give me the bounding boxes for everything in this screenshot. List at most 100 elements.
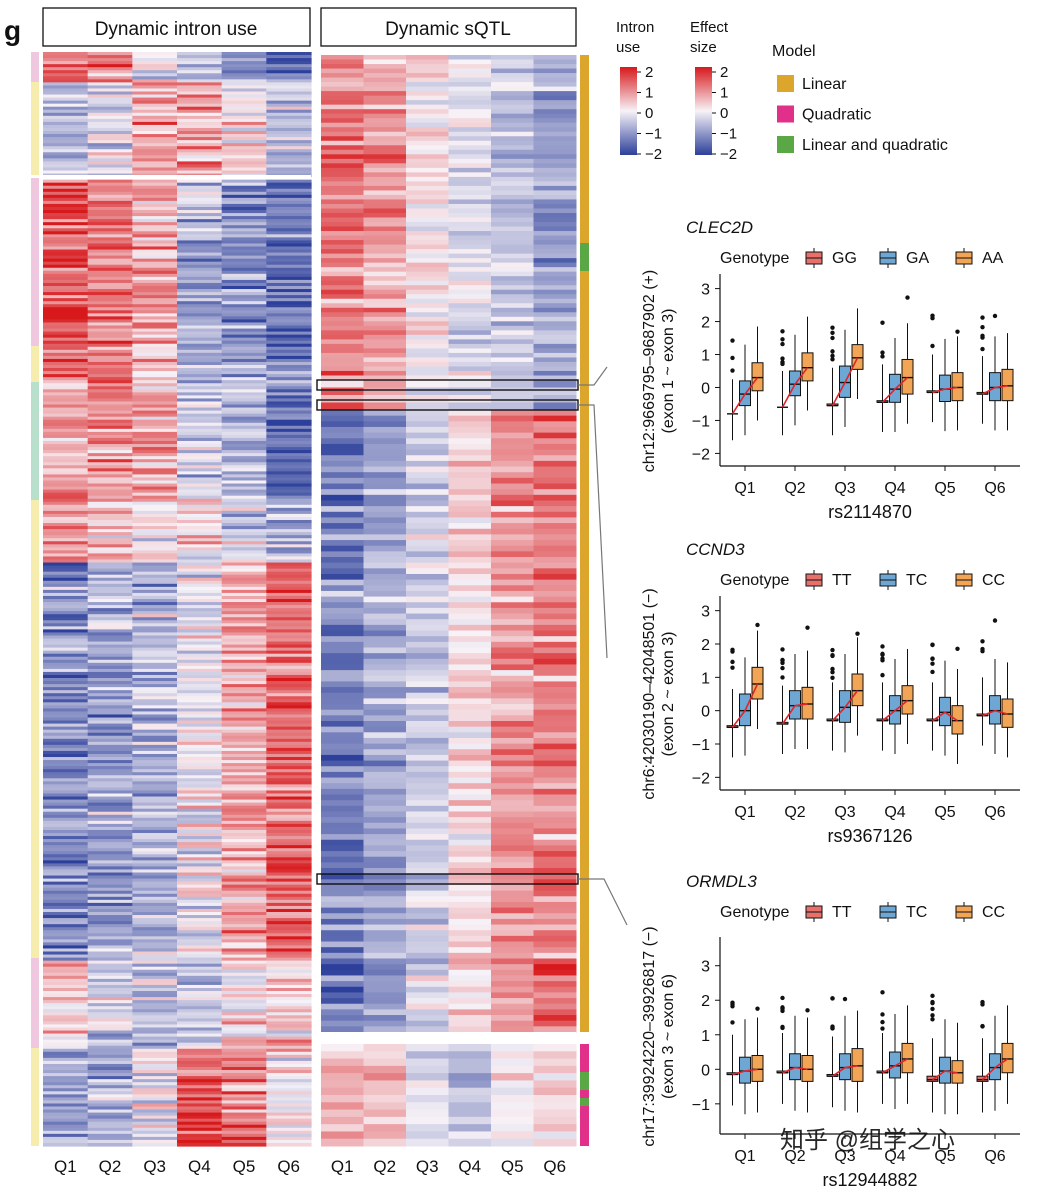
watermark: 知乎 @组学之心	[780, 1127, 955, 1154]
x-tick-label: Q5	[934, 1148, 955, 1165]
y-tick-label: 2	[701, 993, 710, 1010]
box	[1001, 368, 1014, 402]
trend-line	[982, 709, 1008, 717]
trend-line	[782, 1066, 808, 1074]
trend-line	[982, 385, 1008, 395]
genotype-label: GA	[906, 250, 929, 267]
trend-line	[882, 1058, 908, 1074]
box	[801, 352, 814, 382]
effect-size-tick: 2	[720, 64, 728, 81]
genotype-label: TT	[832, 572, 852, 589]
effect-size-tick: 0	[720, 105, 728, 122]
intron-use-colorbar	[620, 67, 637, 155]
intron-use-legend-title-2: use	[616, 39, 640, 56]
x-tick-label: Q2	[784, 1148, 805, 1165]
x-tick-label: Q6	[984, 1148, 1005, 1165]
effect-size-colorbar	[695, 67, 712, 155]
genotype-label: CC	[982, 904, 1005, 921]
intron-use-colorbar-ticks: 2 1 0 −1 −2	[637, 64, 662, 163]
trend-line	[881, 377, 909, 403]
y-tick-label: −2	[692, 446, 710, 463]
right-x-label-q5: Q5	[501, 1157, 524, 1176]
box	[901, 1042, 914, 1074]
right-heatmap-x-labels: Q1 Q2 Q3 Q4 Q5 Q6	[331, 1157, 566, 1176]
genotype-label: TC	[906, 904, 927, 921]
y-axis-label: chr12:9669795–9687902 (+)	[641, 270, 658, 472]
x-axis-label: rs12944882	[822, 1170, 917, 1186]
genotype-label: TT	[832, 904, 852, 921]
y-tick-label: −1	[692, 737, 710, 754]
highlight-rows	[316, 366, 628, 926]
intron-use-tick: 1	[645, 85, 653, 102]
trend-line	[732, 1068, 758, 1076]
box	[851, 673, 864, 707]
x-tick-label: Q5	[934, 480, 955, 497]
genotype-legend-title: Genotype	[720, 904, 789, 921]
model-legend: Linear Quadratic Linear and quadratic	[777, 75, 948, 154]
box	[989, 695, 1001, 725]
genotype-label: CC	[982, 572, 1005, 589]
genotype-legend-title: Genotype	[720, 572, 789, 589]
right-heatmap-gap	[321, 1032, 576, 1042]
panel-label: g	[4, 15, 21, 46]
trend-line	[731, 377, 759, 415]
left-heatmap-x-labels: Q1 Q2 Q3 Q4 Q5 Q6	[54, 1157, 300, 1176]
x-axis-label: rs2114870	[828, 502, 912, 522]
x-tick-label: Q6	[984, 804, 1005, 821]
right-x-label-q2: Q2	[373, 1157, 396, 1176]
trend-line	[831, 357, 859, 406]
box	[851, 344, 864, 370]
boxplot-ormdl3: ORMDL3 Genotype TT TC CC −1 0 1 2 3 Q1 Q2 Q3 Q4 Q5 Q6 ch…	[641, 872, 1020, 1186]
left-x-label-q5: Q5	[233, 1157, 256, 1176]
x-tick-label: Q4	[884, 480, 905, 497]
x-tick-label: Q1	[734, 480, 755, 497]
gene-title: ORMDL3	[686, 872, 757, 891]
effect-size-legend-title-2: size	[690, 39, 717, 56]
trend-line	[932, 711, 958, 722]
trend-line	[831, 690, 859, 722]
y-tick-label: 0	[701, 704, 710, 721]
model-strip	[580, 55, 589, 1146]
boxplot-clec2d: CLEC2D Genotype GG GA AA −2 −1 0 1 2 3 Q1 Q2 Q3 Q4 Q5 Q6…	[641, 218, 1020, 522]
y-tick-label: 3	[701, 282, 710, 299]
model-legend-title: Model	[772, 43, 816, 60]
boxplot-ccnd3: CCND3 Genotype TT TC CC −2 −1 0 1 2 3 Q1 Q2 Q3 Q4 Q5 Q6 c…	[641, 540, 1020, 846]
intron-use-legend-title-1: Intron	[616, 19, 654, 36]
gene-title: CCND3	[686, 540, 745, 559]
model-swatch	[777, 105, 794, 123]
trend-line	[932, 1070, 958, 1081]
right-heatmap-title-box	[320, 7, 577, 47]
box	[751, 362, 764, 392]
x-tick-label: Q6	[984, 480, 1005, 497]
right-x-label-q1: Q1	[331, 1157, 354, 1176]
x-tick-label: Q1	[734, 1148, 755, 1165]
intron-use-tick: −2	[645, 146, 662, 163]
box	[789, 1053, 801, 1081]
x-tick-label: Q3	[834, 1148, 855, 1165]
effect-size-colorbar-ticks: 2 1 0 −1 −2	[712, 64, 737, 163]
right-x-label-q4: Q4	[458, 1157, 481, 1176]
effect-size-tick: −1	[720, 126, 737, 143]
left-cluster-strip	[31, 52, 39, 1146]
box	[901, 685, 914, 715]
effect-size-tick: −2	[720, 146, 737, 163]
box	[851, 1048, 864, 1082]
trend-line	[781, 367, 809, 408]
x-tick-label: Q2	[784, 480, 805, 497]
gene-title: CLEC2D	[686, 218, 753, 237]
left-x-label-q2: Q2	[99, 1157, 122, 1176]
trend-line	[932, 386, 958, 394]
x-tick-label: Q5	[934, 804, 955, 821]
trend-line	[731, 683, 759, 728]
left-x-label-q1: Q1	[54, 1157, 77, 1176]
model-swatch	[777, 136, 794, 153]
box	[951, 372, 964, 402]
intron-use-tick: 0	[645, 105, 653, 122]
right-x-label-q3: Q3	[416, 1157, 439, 1176]
box	[939, 1056, 951, 1084]
box	[751, 1054, 764, 1082]
x-axis-label: rs9367126	[827, 826, 912, 846]
y-tick-label: 0	[701, 380, 710, 397]
model-label: Linear	[802, 76, 847, 93]
left-heatmap-title: Dynamic intron use	[95, 19, 258, 40]
